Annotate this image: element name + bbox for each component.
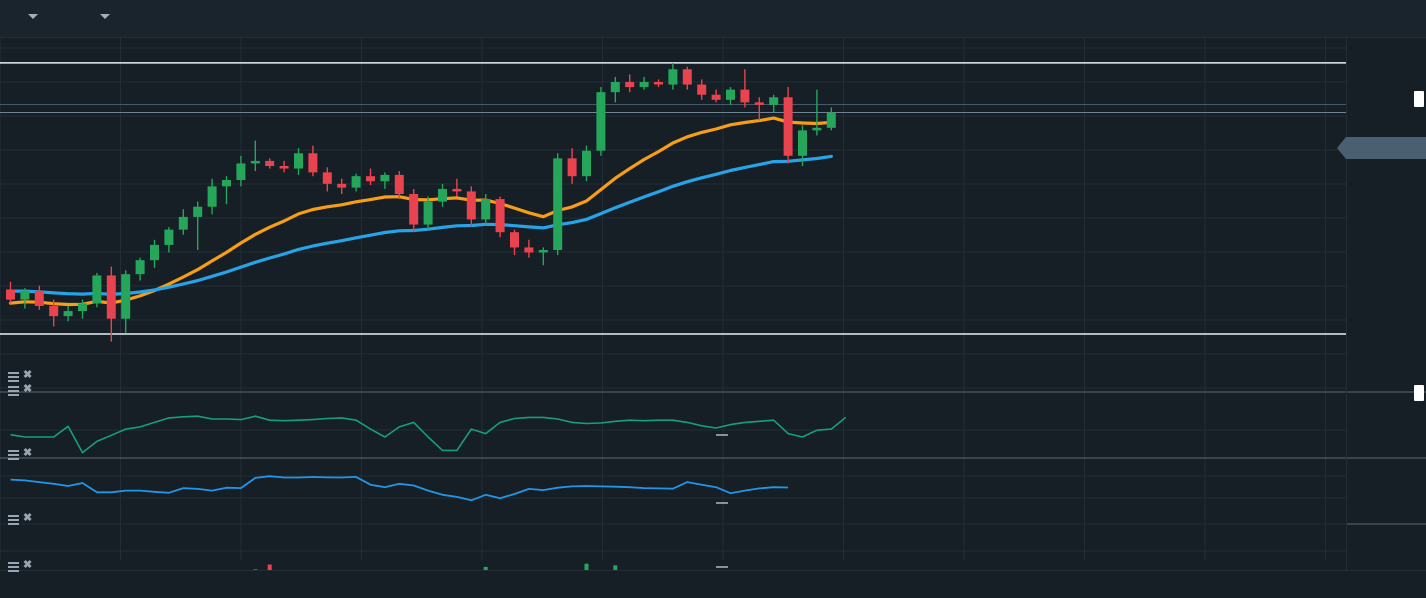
candle-body (524, 247, 534, 253)
candle-body (452, 188, 462, 192)
level-low-tag (1414, 385, 1424, 401)
legend-sma[interactable]: ✖ (8, 370, 36, 381)
candle-body (164, 229, 174, 245)
settings-icon[interactable] (8, 370, 19, 381)
candle-body (596, 92, 606, 151)
candle-body (265, 160, 275, 166)
candle-body (121, 274, 131, 319)
time-axis[interactable] (0, 570, 1426, 598)
candle-body (668, 69, 678, 85)
candle-body (351, 176, 361, 188)
candle-body (78, 303, 87, 312)
close-icon[interactable]: ✖ (23, 447, 33, 459)
candle-body (495, 199, 505, 233)
candle-body (538, 250, 548, 253)
current-price-tag (1337, 137, 1426, 159)
candle-body (466, 191, 476, 220)
legend-volume[interactable]: ✖ (8, 560, 36, 571)
settings-icon[interactable] (8, 513, 19, 524)
candle-body (106, 275, 116, 319)
candle-body (337, 183, 347, 188)
candle-body (178, 216, 188, 230)
candle-body (639, 82, 649, 88)
candle-body (207, 186, 217, 207)
candle-body (481, 199, 491, 220)
candle-body (812, 127, 822, 131)
candle-body (322, 172, 332, 184)
candle-body (250, 160, 260, 164)
chevron-down-icon[interactable] (28, 14, 38, 19)
candle-body (553, 158, 563, 250)
candle-body (798, 130, 807, 156)
candle-body (682, 69, 692, 85)
candle-body (6, 289, 15, 300)
candle-body (711, 94, 721, 100)
candle-body (193, 206, 203, 217)
chart-toolbar (0, 0, 1426, 38)
candle-body (423, 201, 433, 225)
candle-body (366, 176, 375, 182)
candle-body (279, 166, 289, 169)
candle-body (236, 163, 246, 180)
symbol-selector[interactable] (0, 14, 38, 21)
chart-canvas[interactable] (0, 38, 1426, 598)
candle-body (510, 232, 519, 248)
candle-body (610, 82, 620, 93)
candle-body (826, 112, 836, 128)
level-high-tag (1414, 91, 1424, 107)
close-icon[interactable]: ✖ (23, 559, 33, 571)
candle-body (150, 244, 159, 261)
settings-icon[interactable] (8, 448, 19, 459)
chevron-down-icon[interactable] (100, 14, 110, 19)
timeframe-selector[interactable] (94, 14, 110, 21)
candle-body (567, 158, 577, 177)
candle-body (409, 194, 419, 225)
candle-body (625, 82, 635, 88)
candle-body (63, 311, 73, 317)
candle-body (697, 84, 707, 95)
candle-body (394, 174, 404, 194)
legend-ema[interactable]: ✖ (8, 384, 36, 395)
legend-momentum[interactable]: ✖ (8, 513, 36, 524)
candle-body (20, 290, 30, 300)
candle-body (222, 180, 231, 187)
chart-plot (0, 38, 1426, 596)
close-icon[interactable]: ✖ (23, 369, 33, 381)
candle-body (438, 188, 447, 202)
candle-body (783, 97, 793, 156)
candle-body (49, 306, 59, 317)
candle-body (726, 89, 735, 100)
settings-icon[interactable] (8, 560, 19, 571)
candle-body (740, 89, 750, 103)
candle-body (294, 153, 303, 169)
price-axis[interactable] (1337, 38, 1426, 598)
close-icon[interactable]: ✖ (23, 512, 33, 524)
candle-body (92, 275, 102, 304)
settings-icon[interactable] (8, 384, 19, 395)
close-icon[interactable]: ✖ (23, 383, 33, 395)
candle-body (754, 102, 764, 105)
candle-body (135, 260, 145, 275)
candle-body (380, 174, 390, 182)
legend-percent-r[interactable]: ✖ (8, 448, 36, 459)
candle-body (582, 150, 591, 177)
candle-body (308, 153, 318, 173)
candle-body (769, 97, 779, 105)
candle-body (34, 290, 44, 306)
candle-body (654, 82, 663, 85)
